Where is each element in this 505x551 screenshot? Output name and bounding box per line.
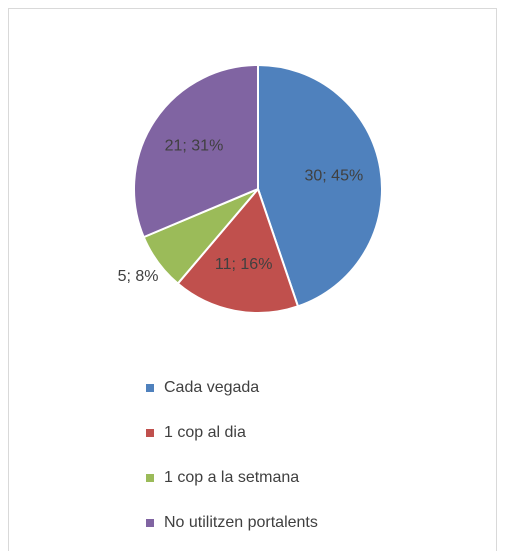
data-label: 5; 8% [118, 268, 159, 285]
legend-marker [146, 384, 154, 392]
pie-slice [257, 63, 383, 308]
legend-marker [146, 519, 154, 527]
legend-marker [146, 429, 154, 437]
legend-label: 1 cop al dia [164, 424, 246, 441]
pie-slice [176, 187, 300, 314]
legend-marker [146, 474, 154, 482]
data-label: 21; 31% [165, 138, 224, 155]
legend-label: 1 cop a la setmana [164, 469, 299, 486]
pie-slice [133, 63, 259, 239]
legend-label: Cada vegada [164, 379, 259, 396]
data-label: 30; 45% [304, 168, 363, 185]
data-label: 11; 16% [215, 256, 273, 273]
legend-label: No utilitzen portalents [164, 514, 318, 531]
